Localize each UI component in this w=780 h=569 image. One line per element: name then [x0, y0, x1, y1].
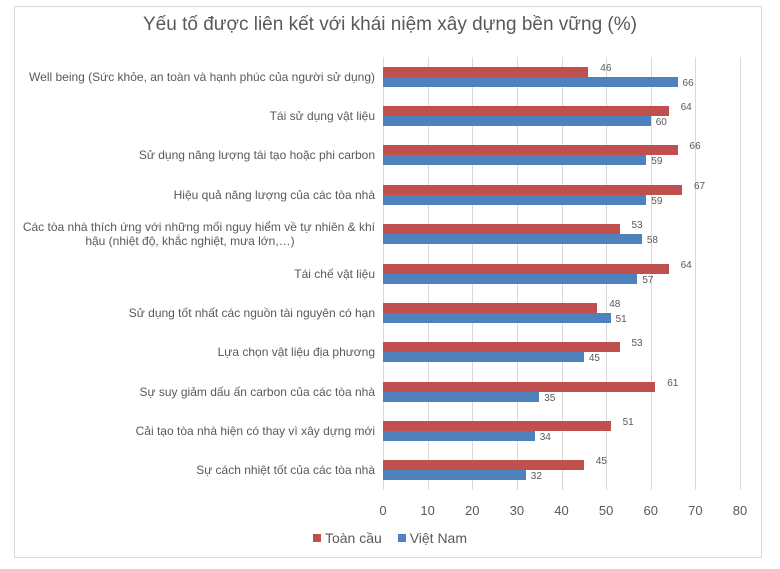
bar-global[interactable] [383, 145, 678, 156]
bar-vietnam[interactable] [383, 312, 611, 323]
x-tick-label: 0 [379, 503, 387, 518]
data-label: 51 [615, 313, 627, 325]
data-label: 64 [680, 102, 692, 114]
data-label: 59 [651, 156, 663, 168]
bar-vietnam[interactable] [383, 273, 638, 284]
data-label: 48 [609, 298, 621, 310]
category-label: Tái sử dụng vật liệu [269, 109, 375, 124]
category-label: Cải tạo tòa nhà hiện có thay vì xây dựng… [135, 423, 375, 438]
x-tick-label: 60 [643, 503, 658, 518]
bar-global[interactable] [383, 263, 669, 274]
data-label: 66 [689, 141, 701, 153]
data-label: 46 [600, 62, 612, 74]
bar-global[interactable] [383, 342, 620, 353]
data-label: 45 [595, 456, 607, 468]
legend: Toàn cầu Việt Nam [0, 530, 780, 546]
x-tick-label: 80 [732, 503, 748, 518]
data-label: 64 [680, 259, 692, 271]
x-tick-label: 20 [465, 503, 480, 518]
category-label: Tái chế vật liệu [294, 266, 375, 281]
data-label: 60 [655, 117, 667, 129]
data-label: 34 [539, 431, 551, 443]
gridline [650, 57, 652, 490]
bar-global[interactable] [383, 224, 620, 235]
bar-vietnam[interactable] [383, 194, 647, 205]
data-label: 59 [651, 195, 663, 207]
bar-vietnam[interactable] [383, 76, 678, 87]
data-label: 32 [530, 471, 542, 483]
data-label: 61 [667, 377, 679, 389]
category-label: Hiệu quả năng lượng của các tòa nhà [173, 187, 375, 202]
bar-vietnam[interactable] [383, 470, 526, 481]
plot-area: 46 66 64 60 66 59 67 59 53 58 64 57 48 51 53 45 61 35 51 34… [383, 57, 741, 490]
bar-vietnam[interactable] [383, 116, 651, 127]
data-label: 66 [682, 77, 694, 89]
category-label: Well being (Sức khỏe, an toàn và hạnh ph… [29, 69, 375, 84]
bar-vietnam[interactable] [383, 430, 535, 441]
data-label: 35 [544, 392, 556, 404]
bar-global[interactable] [383, 184, 682, 195]
legend-swatch-blue-icon [397, 534, 406, 542]
chart-title: Yếu tố được liên kết với khái niệm xây d… [143, 14, 637, 35]
x-tick-label: 40 [554, 503, 569, 518]
data-label: 45 [588, 353, 600, 365]
legend-swatch-red-icon [312, 534, 321, 542]
bar-global[interactable] [383, 66, 589, 77]
category-label: Sử dụng năng lượng tái tạo hoặc phi carb… [138, 148, 375, 163]
category-label: Sử dụng tốt nhất các nguồn tài nguyên có… [128, 305, 375, 320]
category-label: Các tòa nhà thích ứng với những mối nguy… [22, 220, 375, 249]
data-label: 51 [622, 416, 634, 428]
bar-global[interactable] [383, 106, 669, 117]
bar-vietnam[interactable] [383, 155, 647, 166]
x-tick-label: 50 [598, 503, 614, 518]
category-label: Lựa chọn vật liệu địa phương [217, 345, 375, 360]
category-label: Sự suy giảm dấu ấn carbon của các tòa nh… [139, 384, 375, 399]
data-label: 53 [631, 220, 643, 232]
bar-global[interactable] [383, 460, 584, 471]
data-label: 57 [642, 274, 654, 286]
bar-global[interactable] [383, 381, 656, 392]
bar-vietnam[interactable] [383, 391, 540, 402]
legend-item-vietnam[interactable]: Việt Nam [397, 530, 467, 546]
x-tick-label: 10 [420, 503, 435, 518]
bar-global[interactable] [383, 420, 611, 431]
gridline [695, 57, 697, 490]
data-label: 58 [646, 235, 658, 247]
bar-vietnam[interactable] [383, 352, 584, 363]
data-label: 53 [631, 338, 643, 350]
category-label: Sự cách nhiệt tốt của các tòa nhà [196, 463, 375, 478]
bar-global[interactable] [383, 302, 598, 313]
legend-item-global[interactable]: Toàn cầu [312, 530, 382, 546]
x-tick-label: 30 [509, 503, 525, 518]
data-label: 67 [693, 180, 706, 192]
x-tick-label: 70 [688, 503, 703, 518]
gridline [740, 57, 741, 490]
bar-vietnam[interactable] [383, 234, 642, 245]
